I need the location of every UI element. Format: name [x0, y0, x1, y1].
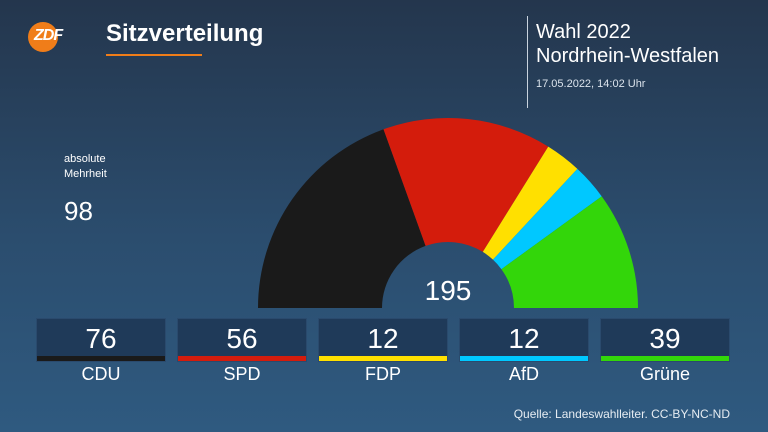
- party-name: CDU: [81, 364, 121, 384]
- logo-text: ZDF: [34, 27, 63, 44]
- party-name: SPD: [223, 364, 261, 384]
- majority-label: absolute Mehrheit: [64, 152, 107, 182]
- election-title: Wahl 2022 Nordrhein-Westfalen: [536, 20, 719, 68]
- party-color-bar: [601, 356, 729, 361]
- page-title: Sitzverteilung: [106, 20, 264, 47]
- slice-cdu: [258, 129, 426, 308]
- zdf-logo: ZDF: [28, 22, 63, 52]
- party-name: FDP: [365, 364, 401, 384]
- header-divider: [527, 16, 528, 108]
- majority-label-line-1: absolute: [64, 153, 106, 165]
- party-color-bar: [37, 356, 165, 361]
- election-line-2: Nordrhein-Westfalen: [536, 45, 720, 67]
- slice-grüne: [501, 196, 638, 308]
- party-seats: 12: [367, 323, 399, 354]
- party-box: 39: [600, 318, 730, 362]
- party-box: 76: [36, 318, 166, 362]
- majority-value: 98: [64, 196, 93, 226]
- party-seats: 76: [85, 323, 117, 354]
- party-seats: 56: [226, 323, 258, 354]
- party-seats: 12: [508, 323, 540, 354]
- seat-slices: [258, 118, 638, 308]
- majority-label-line-2: Mehrheit: [64, 168, 107, 180]
- party-color-bar: [319, 356, 447, 361]
- election-line-1: Wahl 2022: [536, 21, 631, 43]
- party-box: 56: [177, 318, 307, 362]
- title-underline: [106, 54, 202, 56]
- slice-spd: [383, 118, 549, 252]
- slice-afd: [492, 168, 602, 270]
- party-color-bar: [460, 356, 588, 361]
- logo-circle: [28, 22, 58, 52]
- source-credit: Quelle: Landeswahlleiter. CC-BY-NC-ND: [513, 407, 730, 421]
- party-box: 12: [318, 318, 448, 362]
- party-color-bar: [178, 356, 306, 361]
- party-name: Grüne: [639, 364, 691, 384]
- total-seats: 195: [425, 275, 472, 306]
- slice-fdp: [482, 146, 578, 260]
- party-box: 12: [459, 318, 589, 362]
- party-name: AfD: [508, 364, 539, 384]
- party-seats: 39: [649, 323, 681, 354]
- timestamp: 17.05.2022, 14:02 Uhr: [536, 78, 646, 90]
